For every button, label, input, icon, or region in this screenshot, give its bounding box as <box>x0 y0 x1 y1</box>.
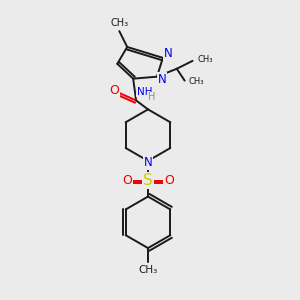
Text: CH₃: CH₃ <box>138 265 158 275</box>
Text: N: N <box>164 47 172 60</box>
Text: CH₃: CH₃ <box>198 55 213 64</box>
Text: N: N <box>144 156 152 170</box>
Text: N: N <box>158 73 166 86</box>
Text: O: O <box>110 84 119 97</box>
Text: CH₃: CH₃ <box>110 18 128 28</box>
Text: NH: NH <box>137 86 153 97</box>
Text: O: O <box>164 174 174 187</box>
Text: H: H <box>148 92 156 103</box>
Text: O: O <box>122 174 132 187</box>
Text: CH₃: CH₃ <box>189 77 204 86</box>
Text: S: S <box>143 173 153 188</box>
